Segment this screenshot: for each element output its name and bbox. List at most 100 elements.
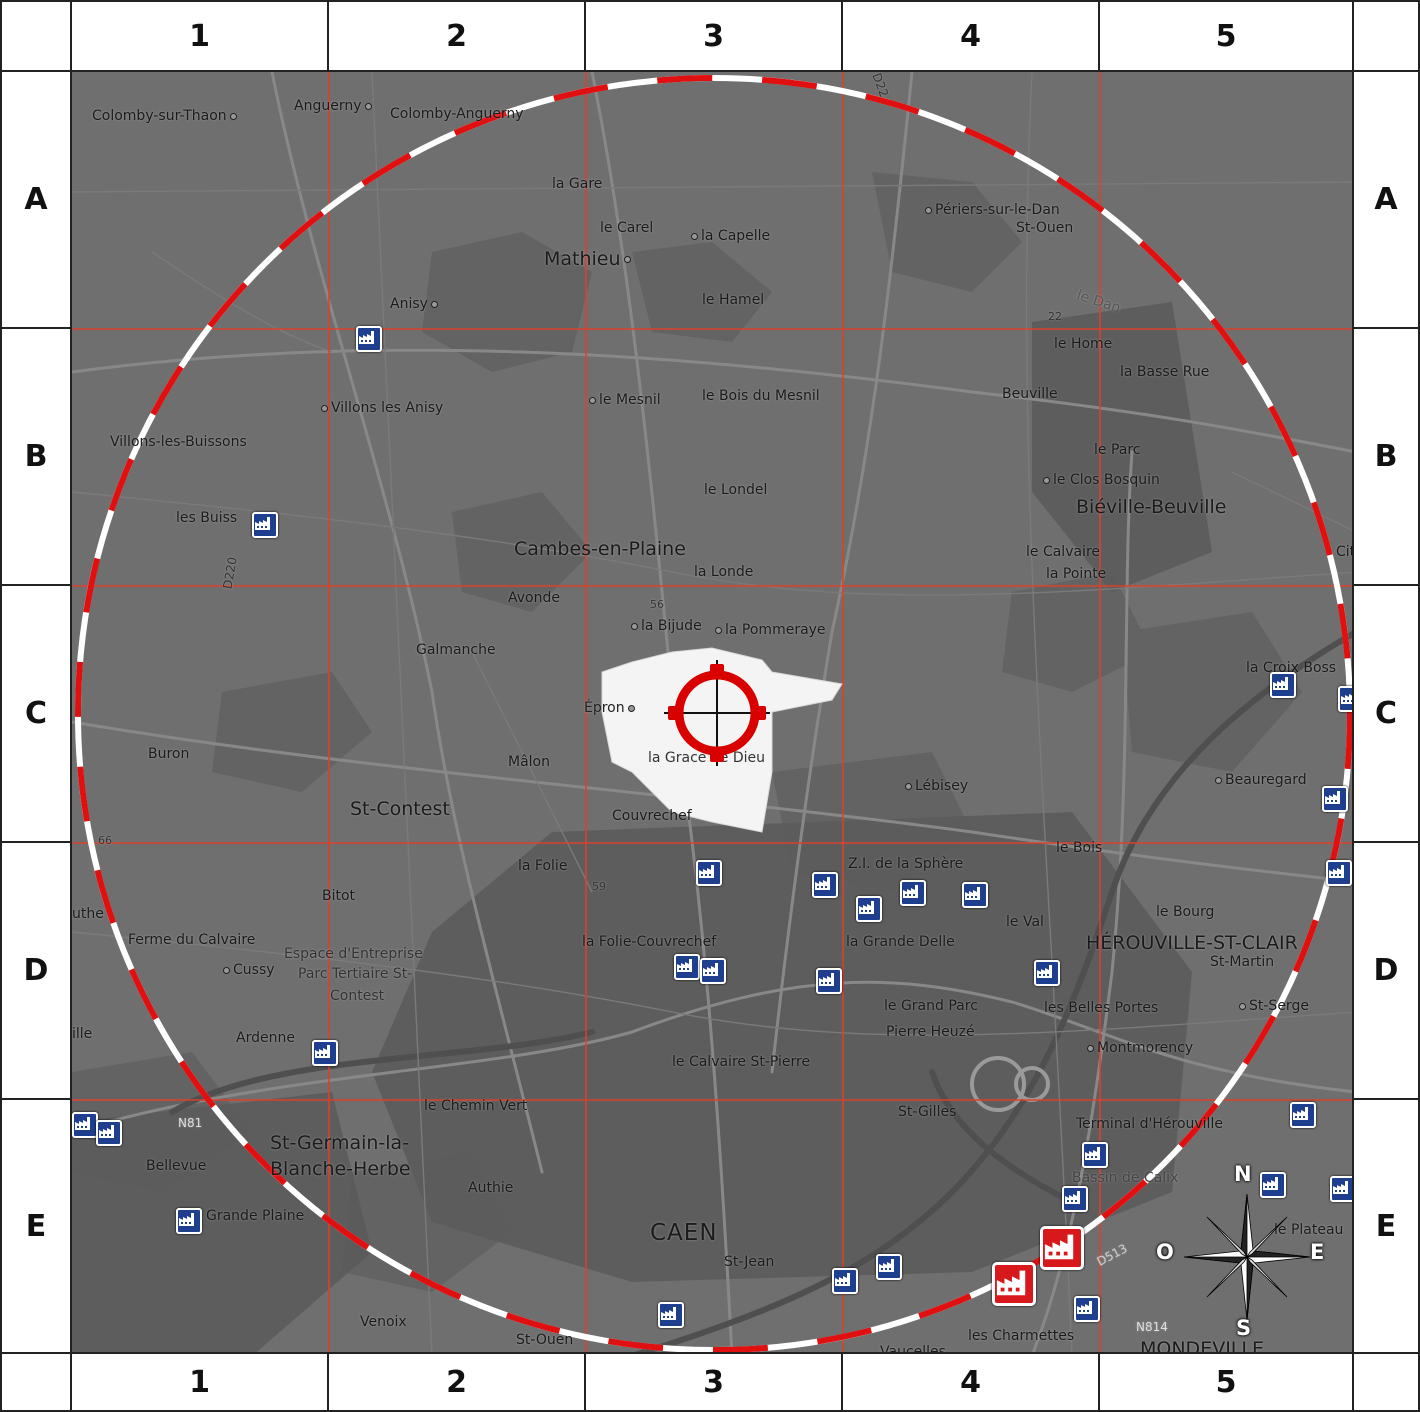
road-label: 56: [650, 598, 664, 611]
factory-icon[interactable]: [1260, 1172, 1286, 1198]
place-label: le Plateau: [1274, 1222, 1344, 1238]
factory-icon[interactable]: [962, 882, 988, 908]
place-label: Espace d'Entreprise: [284, 946, 423, 962]
factory-icon[interactable]: [312, 1040, 338, 1066]
place-label: le Londel: [704, 482, 768, 498]
place-label: le Chemin Vert: [424, 1098, 528, 1114]
place-label: les Belles Portes: [1044, 1000, 1159, 1016]
place-label: la Folie-Couvrechef: [582, 934, 717, 950]
column-header-bottom: 1: [70, 1352, 329, 1412]
place-label: HÉROUVILLE-ST-CLAIR: [1086, 932, 1298, 954]
place-label: St-Martin: [1210, 954, 1275, 970]
place-label: St-Contest: [350, 798, 450, 820]
factory-alert-icon[interactable]: [1040, 1226, 1084, 1270]
road-label: 59: [592, 880, 606, 893]
column-header-bottom: 4: [841, 1352, 1100, 1412]
place-label: la Folie: [518, 858, 568, 874]
place-label: St-Ouen: [1016, 220, 1074, 236]
place-label: Bassin de Calix: [1072, 1170, 1179, 1186]
factory-icon[interactable]: [176, 1208, 202, 1234]
place-label: la Pommeraye: [712, 622, 826, 638]
place-label: St-Serge: [1236, 998, 1309, 1014]
factory-icon[interactable]: [72, 1112, 98, 1138]
place-label: Colomby-Anguerny: [390, 106, 524, 122]
place-label: Cambes-en-Plaine: [514, 538, 686, 560]
place-label: Villons les Anisy: [318, 400, 443, 416]
column-header-top: 4: [841, 0, 1100, 72]
place-label: Galmanche: [416, 642, 496, 658]
grid-lines: [72, 72, 1352, 1352]
place-label: Ardenne: [236, 1030, 295, 1046]
place-label: le Mesnil: [586, 392, 661, 408]
place-label: le Parc: [1094, 442, 1141, 458]
factory-icon[interactable]: [658, 1302, 684, 1328]
row-header-left: C: [0, 584, 72, 843]
factory-alert-icon[interactable]: [992, 1262, 1036, 1306]
place-label: Venoix: [360, 1314, 407, 1330]
factory-icon[interactable]: [674, 954, 700, 980]
place-label: le Calvaire: [1026, 544, 1101, 560]
row-header-left: E: [0, 1098, 72, 1354]
place-label: Contest: [330, 988, 385, 1004]
factory-icon[interactable]: [1082, 1142, 1108, 1168]
column-header-bottom: 5: [1098, 1352, 1354, 1412]
corner-cell: [0, 1352, 72, 1412]
road-label: 66: [98, 834, 112, 847]
factory-icon[interactable]: [1326, 860, 1352, 886]
factory-icon[interactable]: [816, 968, 842, 994]
compass-rose-icon: [1183, 1193, 1311, 1321]
place-label: Mathieu: [544, 248, 634, 270]
place-label: le Home: [1054, 336, 1113, 352]
column-header-top: 3: [584, 0, 843, 72]
place-label: le Bourg: [1156, 904, 1215, 920]
column-header-top: 2: [327, 0, 586, 72]
factory-icon[interactable]: [356, 326, 382, 352]
factory-icon[interactable]: [1270, 672, 1296, 698]
place-label: Z.I. de la Sphère: [848, 856, 964, 872]
range-ring-red: [75, 75, 1352, 1352]
place-label: CAEN: [650, 1220, 718, 1246]
factory-icon[interactable]: [1034, 960, 1060, 986]
factory-icon[interactable]: [1322, 786, 1348, 812]
factory-icon[interactable]: [96, 1120, 122, 1146]
place-label: le Carel: [600, 220, 654, 236]
place-label: Périers-sur-le-Dan: [922, 202, 1060, 218]
factory-icon[interactable]: [1062, 1186, 1088, 1212]
place-label: Montmorency: [1084, 1040, 1193, 1056]
place-label: Anguerny: [294, 98, 375, 114]
factory-icon[interactable]: [696, 860, 722, 886]
factory-icon[interactable]: [1338, 686, 1352, 712]
place-label: le Val: [1006, 914, 1044, 930]
place-label: MONDEVILLE: [1140, 1338, 1264, 1354]
target-crosshair-icon[interactable]: [662, 658, 772, 768]
place-label: Parc Tertiaire St-: [298, 966, 413, 982]
factory-icon[interactable]: [876, 1254, 902, 1280]
factory-icon[interactable]: [900, 880, 926, 906]
road-label: N81: [178, 1116, 203, 1130]
road-label: 22: [1048, 310, 1062, 323]
factory-icon[interactable]: [252, 512, 278, 538]
factory-icon[interactable]: [856, 896, 882, 922]
map-canvas[interactable]: Colomby-sur-Thaon Anguerny Colomby-Angue…: [70, 70, 1354, 1354]
column-header-bottom: 3: [584, 1352, 843, 1412]
place-label: le Clos Bosquin: [1040, 472, 1160, 488]
place-label: le Bois du Mesnil: [702, 388, 820, 404]
target-zone[interactable]: [601, 647, 843, 833]
factory-icon[interactable]: [812, 872, 838, 898]
place-label: le Hamel: [702, 292, 765, 308]
place-label: Cit: [1336, 544, 1354, 560]
factory-icon[interactable]: [1074, 1296, 1100, 1322]
place-label: uthe: [72, 906, 104, 922]
row-header-right: C: [1352, 584, 1420, 843]
factory-icon[interactable]: [1330, 1176, 1352, 1202]
factory-icon[interactable]: [700, 958, 726, 984]
place-label: Villons-les-Buissons: [110, 434, 247, 450]
place-label: St-Jean: [724, 1254, 775, 1270]
place-label: Anisy: [390, 296, 441, 312]
factory-icon[interactable]: [832, 1268, 858, 1294]
row-header-left: B: [0, 327, 72, 586]
place-label: Biéville-Beuville: [1076, 496, 1227, 518]
factory-icon[interactable]: [1290, 1102, 1316, 1128]
place-label: Colomby-sur-Thaon: [92, 108, 240, 124]
row-header-left: D: [0, 841, 72, 1100]
